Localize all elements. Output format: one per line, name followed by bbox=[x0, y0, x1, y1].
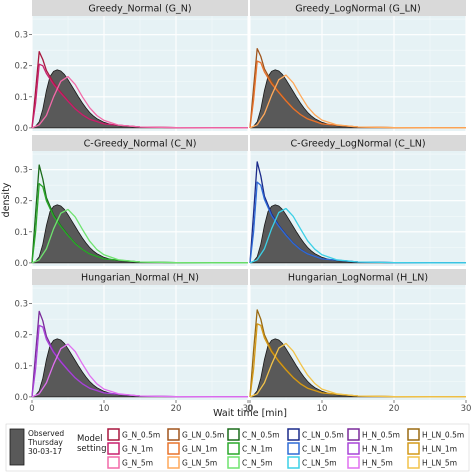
y-tick-label: 0.2 bbox=[14, 197, 28, 207]
x-tick-label: 30 bbox=[243, 404, 254, 414]
legend-key-C_LN_0.5m bbox=[287, 428, 300, 441]
facet-title: C-Greedy_Normal (C_N) bbox=[84, 139, 197, 150]
legend-label-C_N_1m: C_N_1m bbox=[242, 445, 272, 454]
density-line-G_LN_5m bbox=[249, 74, 466, 129]
y-tick-label: 0.1 bbox=[14, 93, 28, 103]
legend-frame bbox=[5, 423, 470, 472]
legend-label-G_N_1m: G_N_1m bbox=[122, 445, 153, 454]
legend-key-H_LN_5m bbox=[407, 456, 420, 469]
facet-title: Greedy_Normal (G_N) bbox=[88, 4, 191, 15]
density-line-C_LN_5m bbox=[249, 207, 466, 264]
y-tick-label: 0.3 bbox=[14, 300, 28, 310]
legend-label-G_LN_5m: G_LN_5m bbox=[182, 459, 217, 468]
y-tick-label: 0.1 bbox=[14, 228, 28, 238]
y-tick-label: 0.0 bbox=[14, 124, 28, 134]
y-tick-label: 0.0 bbox=[14, 393, 28, 403]
legend-key-C_LN_5m bbox=[287, 456, 300, 469]
legend-label-C_N_5m: C_N_5m bbox=[242, 459, 272, 468]
legend-label-H_LN_1m: H_LN_1m bbox=[422, 445, 457, 454]
y-axis-title: density bbox=[1, 182, 12, 217]
x-axis-title: Wait time [min] bbox=[213, 408, 287, 419]
legend-label-C_LN_1m: C_LN_1m bbox=[302, 445, 337, 454]
facet-strip bbox=[250, 0, 466, 16]
y-tick-label: 0.2 bbox=[14, 62, 28, 72]
legend-label-observed: 30-03-17 bbox=[28, 447, 62, 456]
legend-title: Model bbox=[77, 434, 103, 444]
legend-label-observed: Observed bbox=[28, 429, 64, 438]
legend-label-C_N_0.5m: C_N_0.5m bbox=[242, 431, 280, 440]
legend-label-G_LN_1m: G_LN_1m bbox=[182, 445, 217, 454]
y-tick-label: 0.1 bbox=[14, 362, 28, 372]
legend-label-H_LN_5m: H_LN_5m bbox=[422, 459, 457, 468]
legend-key-C_LN_1m bbox=[287, 442, 300, 455]
legend-key-G_LN_0.5m bbox=[167, 428, 180, 441]
legend-key-observed bbox=[9, 428, 25, 466]
density-line-G_N_5m bbox=[31, 75, 248, 129]
legend-key-H_LN_1m bbox=[407, 442, 420, 455]
legend-key-G_N_0.5m bbox=[107, 428, 120, 441]
legend-key-C_N_5m bbox=[227, 456, 240, 469]
x-tick-label: 0 bbox=[29, 404, 34, 414]
legend-label-G_LN_0.5m: G_LN_0.5m bbox=[182, 431, 224, 440]
facet-strip bbox=[250, 135, 466, 151]
legend-key-H_N_5m bbox=[347, 456, 360, 469]
y-tick-label: 0.3 bbox=[14, 31, 28, 41]
x-tick-label: 10 bbox=[99, 404, 110, 414]
density-line-H_LN_5m bbox=[249, 342, 466, 398]
facet-strip bbox=[250, 269, 466, 285]
x-tick-label: 10 bbox=[317, 404, 328, 414]
density-line-H_N_5m bbox=[31, 343, 248, 398]
legend-key-G_LN_1m bbox=[167, 442, 180, 455]
legend-key-G_N_1m bbox=[107, 442, 120, 455]
x-tick-label: 20 bbox=[389, 404, 400, 414]
y-tick-label: 0.3 bbox=[14, 166, 28, 176]
facet-strip bbox=[32, 269, 248, 285]
facet-strip bbox=[32, 135, 248, 151]
legend-label-H_N_0.5m: H_N_0.5m bbox=[362, 431, 400, 440]
legend-label-observed: Thursday bbox=[27, 438, 63, 447]
legend-key-G_LN_5m bbox=[167, 456, 180, 469]
x-tick-label: 20 bbox=[171, 404, 182, 414]
legend-key-H_N_1m bbox=[347, 442, 360, 455]
facet-title: C-Greedy_LogNormal (C_LN) bbox=[290, 139, 425, 150]
legend-key-G_N_5m bbox=[107, 456, 120, 469]
legend-key-C_N_0.5m bbox=[227, 428, 240, 441]
legend-key-H_N_0.5m bbox=[347, 428, 360, 441]
legend-label-C_LN_0.5m: C_LN_0.5m bbox=[302, 431, 344, 440]
legend-label-G_N_5m: G_N_5m bbox=[122, 459, 153, 468]
legend-label-H_LN_0.5m: H_LN_0.5m bbox=[422, 431, 464, 440]
legend-key-H_LN_0.5m bbox=[407, 428, 420, 441]
x-tick-label: 30 bbox=[461, 404, 472, 414]
density-line-C_N_5m bbox=[31, 208, 248, 264]
legend-label-C_LN_5m: C_LN_5m bbox=[302, 459, 337, 468]
y-tick-label: 0.0 bbox=[14, 259, 28, 269]
legend-label-H_N_5m: H_N_5m bbox=[362, 459, 393, 468]
legend-title: setting bbox=[77, 444, 106, 454]
facet-strip bbox=[32, 0, 248, 16]
legend-key-C_N_1m bbox=[227, 442, 240, 455]
x-tick-label: 0 bbox=[247, 404, 252, 414]
facet-title: Hungarian_LogNormal (H_LN) bbox=[288, 273, 428, 284]
y-tick-label: 0.2 bbox=[14, 331, 28, 341]
facet-title: Hungarian_Normal (H_N) bbox=[81, 273, 199, 284]
facet-title: Greedy_LogNormal (G_LN) bbox=[295, 4, 420, 15]
legend-label-G_N_0.5m: G_N_0.5m bbox=[122, 431, 160, 440]
legend-label-H_N_1m: H_N_1m bbox=[362, 445, 393, 454]
